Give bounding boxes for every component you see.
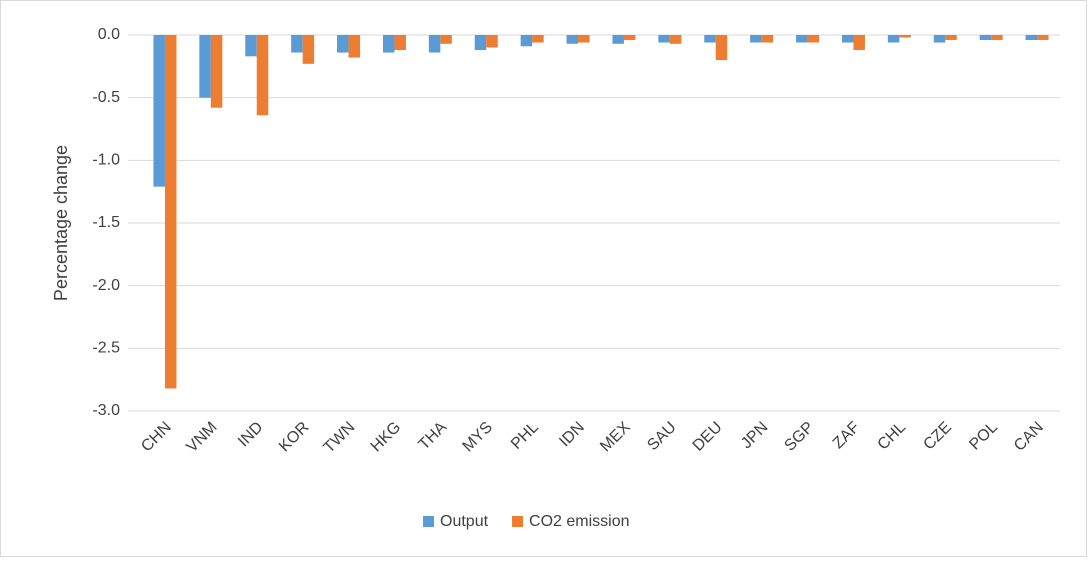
bar <box>1037 35 1049 41</box>
bar <box>933 35 946 43</box>
bar <box>199 35 211 98</box>
bar <box>302 35 315 64</box>
bar <box>704 35 716 43</box>
bar <box>348 35 361 58</box>
y-tick-label: -1.0 <box>92 152 120 169</box>
bar <box>532 35 544 43</box>
bar <box>440 35 452 44</box>
y-tick-label: -2.5 <box>92 340 120 357</box>
y-tick-label: -0.5 <box>92 89 120 106</box>
bar <box>899 35 911 38</box>
bar <box>428 35 441 53</box>
bar <box>210 35 223 108</box>
bar <box>945 35 957 41</box>
bar <box>853 35 865 51</box>
y-axis-title: Percentage change <box>51 145 71 301</box>
legend-label: CO2 emission <box>529 513 629 530</box>
y-tick-label: -3.0 <box>92 402 120 419</box>
bar <box>337 35 349 53</box>
bar <box>566 35 579 44</box>
bar <box>991 35 1003 41</box>
bar <box>807 35 820 43</box>
bar <box>623 35 636 41</box>
legend-swatch <box>423 516 434 527</box>
bar <box>658 35 670 43</box>
bar <box>887 35 900 43</box>
bar <box>291 35 303 53</box>
bar <box>486 35 498 48</box>
bar <box>164 35 177 389</box>
bar <box>520 35 533 47</box>
bar <box>256 35 269 116</box>
bar <box>474 35 487 51</box>
bar <box>153 35 165 187</box>
y-tick-label: -2.0 <box>92 277 120 294</box>
bar <box>578 35 590 43</box>
bar <box>761 35 774 43</box>
bar <box>1025 35 1038 41</box>
y-tick-label: 0.0 <box>98 26 120 43</box>
legend-swatch <box>512 516 524 527</box>
bar <box>796 35 808 43</box>
bar <box>245 35 257 57</box>
y-tick-label: -1.5 <box>92 214 120 231</box>
bar <box>841 35 854 43</box>
bar <box>669 35 682 44</box>
bar <box>715 35 728 61</box>
bar <box>612 35 624 44</box>
bar <box>382 35 395 53</box>
bar <box>750 35 762 43</box>
legend-label: Output <box>440 513 489 530</box>
bar <box>979 35 992 41</box>
bar <box>394 35 406 51</box>
